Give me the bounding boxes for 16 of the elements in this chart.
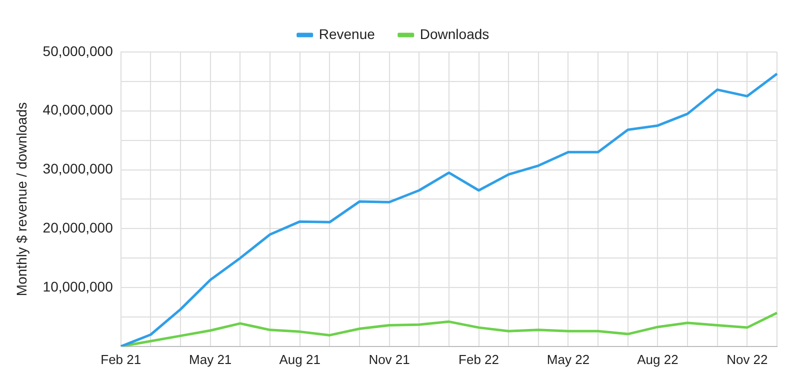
- y-tick-label: 40,000,000: [42, 102, 114, 118]
- x-tick-label: May 21: [189, 352, 232, 367]
- x-tick-label: Feb 22: [458, 352, 499, 367]
- x-tick-label: Nov 22: [726, 352, 768, 367]
- x-tick-label: Feb 21: [100, 352, 142, 367]
- legend-label: Downloads: [420, 26, 490, 42]
- y-tick-label: 30,000,000: [42, 160, 114, 177]
- legend-label: Revenue: [318, 26, 376, 42]
- y-tick-label: 50,000,000: [42, 42, 114, 59]
- x-tick-label: Nov 21: [368, 352, 410, 367]
- y-tick-label: 20,000,000: [42, 220, 114, 236]
- y-axis-title: Monthly $ revenue / downloads: [13, 102, 30, 296]
- x-tick-label: Aug 21: [279, 352, 320, 367]
- x-tick-label: May 22: [546, 352, 590, 367]
- x-tick-label: Aug 22: [637, 352, 678, 367]
- y-tick-label: 10,000,000: [42, 278, 114, 294]
